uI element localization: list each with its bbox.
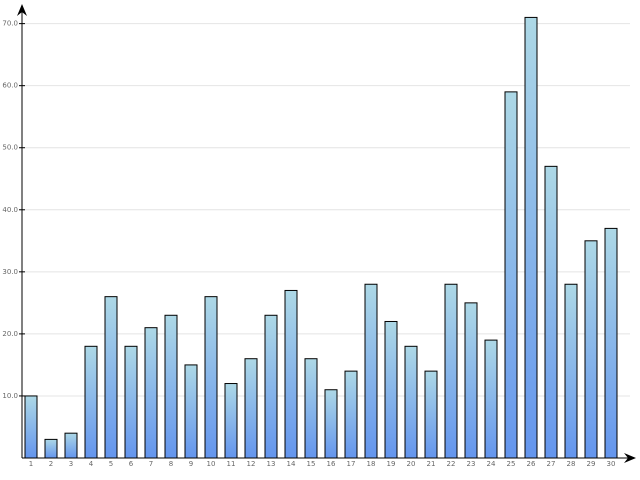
bar xyxy=(204,296,218,459)
bar xyxy=(484,339,498,459)
x-tick-label: 28 xyxy=(567,460,576,468)
bar xyxy=(64,432,78,459)
x-tick-label: 5 xyxy=(109,460,113,468)
x-tick-label: 17 xyxy=(347,460,356,468)
bar xyxy=(524,16,538,459)
x-tick-label: 11 xyxy=(227,460,236,468)
x-tick-label: 16 xyxy=(327,460,336,468)
grid xyxy=(22,23,630,397)
y-tick-label: 40.0 xyxy=(2,206,18,214)
x-tick-label: 6 xyxy=(129,460,134,468)
y-tick-label: 20.0 xyxy=(2,330,18,338)
y-tick-label: 70.0 xyxy=(2,20,18,28)
x-tick-label: 19 xyxy=(387,460,396,468)
x-tick-label: 14 xyxy=(287,460,296,468)
bar xyxy=(184,364,198,459)
x-tick-label: 13 xyxy=(267,460,276,468)
x-tick-label: 3 xyxy=(69,460,73,468)
bar xyxy=(464,302,478,459)
bar xyxy=(244,358,258,459)
bar xyxy=(544,165,558,459)
x-tick-label: 26 xyxy=(527,460,536,468)
bar xyxy=(164,314,178,459)
bar xyxy=(384,320,398,459)
x-tick-label: 1 xyxy=(29,460,33,468)
bar xyxy=(124,345,138,459)
y-tick-label: 10.0 xyxy=(2,392,18,400)
bar xyxy=(344,370,358,459)
bar xyxy=(264,314,278,459)
x-axis-arrow xyxy=(624,453,636,463)
x-tick-label: 10 xyxy=(207,460,216,468)
x-tick-label: 20 xyxy=(407,460,416,468)
x-tick-label: 23 xyxy=(467,460,476,468)
x-tick-label: 8 xyxy=(169,460,173,468)
bar xyxy=(324,389,338,459)
y-tick-label: 50.0 xyxy=(2,144,18,152)
bar xyxy=(564,283,578,459)
x-tick-label: 7 xyxy=(149,460,153,468)
bar xyxy=(144,327,158,459)
x-tick-label: 21 xyxy=(427,460,436,468)
bar xyxy=(424,370,438,459)
bar xyxy=(604,227,618,459)
y-axis-arrow xyxy=(17,4,27,16)
x-tick-label: 4 xyxy=(89,460,94,468)
bar xyxy=(284,289,298,459)
bar xyxy=(364,283,378,459)
x-tick-label: 22 xyxy=(447,460,456,468)
x-tick-label: 9 xyxy=(189,460,193,468)
bar xyxy=(304,358,318,459)
x-tick-label: 27 xyxy=(547,460,556,468)
bars xyxy=(24,16,618,459)
bar xyxy=(584,240,598,459)
x-tick-label: 12 xyxy=(247,460,256,468)
x-tick-label: 24 xyxy=(487,460,496,468)
x-tick-label: 30 xyxy=(607,460,616,468)
y-tick-label: 30.0 xyxy=(2,268,18,276)
bar xyxy=(104,296,118,459)
bar xyxy=(444,283,458,459)
bar xyxy=(504,91,518,459)
x-tick-label: 18 xyxy=(367,460,376,468)
x-tick-label: 25 xyxy=(507,460,516,468)
bar xyxy=(84,345,98,459)
bar xyxy=(224,383,238,459)
y-tick-label: 60.0 xyxy=(2,82,18,90)
bar xyxy=(24,395,38,459)
x-tick-label: 2 xyxy=(49,460,53,468)
bar xyxy=(44,438,58,459)
x-tick-label: 29 xyxy=(587,460,596,468)
bar xyxy=(404,345,418,459)
x-tick-label: 15 xyxy=(307,460,316,468)
